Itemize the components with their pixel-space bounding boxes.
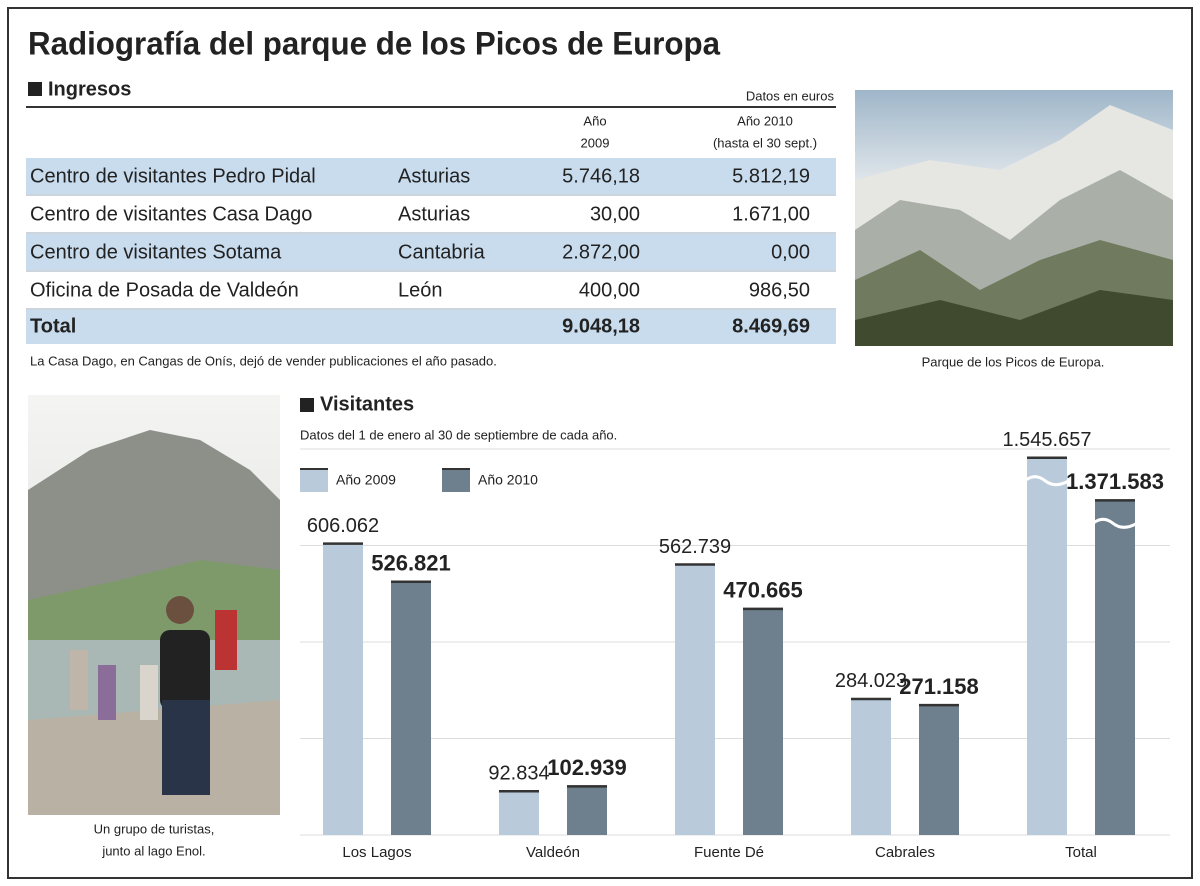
cell: 5.812,19 — [732, 165, 810, 187]
total-label: Total — [30, 315, 76, 337]
x-tick-label: Valdeón — [526, 844, 580, 861]
cell: Asturias — [398, 203, 470, 225]
photo-caption: Parque de los Picos de Europa. — [922, 354, 1105, 369]
value-label: 606.062 — [307, 515, 379, 537]
total-shade — [26, 310, 836, 344]
value-label: 562.739 — [659, 536, 731, 558]
column-header: 2009 — [581, 135, 610, 150]
chart-title: Visitantes — [320, 393, 414, 415]
bar — [323, 542, 363, 835]
bar — [391, 580, 431, 835]
cell: Centro de visitantes Sotama — [30, 241, 282, 263]
column-header: (hasta el 30 sept.) — [713, 135, 817, 150]
row-shade — [26, 234, 836, 270]
cell: 400,00 — [579, 279, 640, 301]
footnote: La Casa Dago, en Cangas de Onís, dejó de… — [30, 353, 497, 368]
cell: Asturias — [398, 165, 470, 187]
cell: León — [398, 279, 443, 301]
photo-mountains — [855, 90, 1173, 346]
x-tick-label: Fuente Dé — [694, 844, 764, 861]
bar — [675, 563, 715, 835]
photo-tourists — [28, 395, 280, 815]
column-header: Año 2010 — [737, 113, 793, 128]
bar — [743, 607, 783, 835]
value-label: 271.158 — [899, 674, 979, 699]
cell: Oficina de Posada de Valdeón — [30, 279, 299, 301]
cell: 30,00 — [590, 203, 640, 225]
total-cell: 8.469,69 — [732, 315, 810, 337]
legend-swatch — [300, 468, 328, 492]
value-label: 470.665 — [723, 578, 803, 603]
row-shade — [26, 158, 836, 194]
bar — [1095, 499, 1135, 835]
legend-swatch — [442, 468, 470, 492]
cell: Centro de visitantes Pedro Pidal — [30, 165, 316, 187]
value-label: 526.821 — [371, 551, 451, 576]
cell: 986,50 — [749, 279, 810, 301]
heading-bullet — [28, 82, 42, 96]
axis-break — [1024, 475, 1070, 487]
cell: 1.671,00 — [732, 203, 810, 225]
cell: 5.746,18 — [562, 165, 640, 187]
legend-label: Año 2010 — [478, 472, 538, 488]
value-label: 1.545.657 — [1003, 429, 1092, 451]
page-title: Radiografía del parque de los Picos de E… — [28, 25, 720, 61]
bar — [567, 785, 607, 835]
column-header: Año — [583, 113, 606, 128]
cell: Cantabria — [398, 241, 486, 263]
table: Año 2009 Año 2010 (hasta el 30 sept.) Centro… — [26, 113, 836, 344]
bar — [851, 697, 891, 835]
chart-subtitle: Datos del 1 de enero al 30 de septiembre… — [300, 427, 617, 442]
unit-note: Datos en euros — [746, 88, 835, 103]
bar — [499, 790, 539, 835]
legend-label: Año 2009 — [336, 472, 396, 488]
x-tick-label: Los Lagos — [342, 844, 411, 861]
bar — [1027, 456, 1067, 835]
photo-caption: Un grupo de turistas, — [94, 821, 215, 836]
cell: 0,00 — [771, 241, 810, 263]
x-tick-label: Total — [1065, 844, 1097, 861]
value-label: 284.023 — [835, 670, 907, 692]
chart: Año 2009 Año 2010 606.062 526.821 Los Lagos 9… — [300, 429, 1170, 861]
section-heading: Ingresos — [48, 78, 131, 100]
heading-bullet — [300, 398, 314, 412]
value-label: 102.939 — [547, 755, 627, 780]
bar — [919, 704, 959, 835]
total-cell: 9.048,18 — [562, 315, 640, 337]
x-tick-label: Cabrales — [875, 844, 935, 861]
value-label: 1.371.583 — [1066, 469, 1164, 494]
cell: 2.872,00 — [562, 241, 640, 263]
cell: Centro de visitantes Casa Dago — [30, 203, 312, 225]
photo-caption: junto al lago Enol. — [101, 843, 205, 858]
value-label: 92.834 — [488, 762, 549, 784]
axis-break — [1092, 517, 1138, 529]
